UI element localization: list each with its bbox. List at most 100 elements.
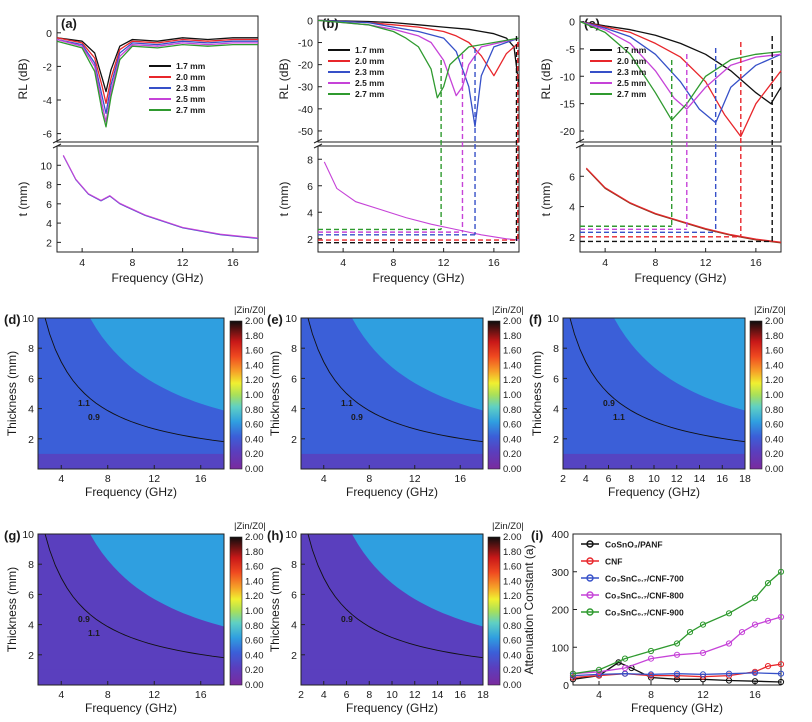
panel-label: (f) xyxy=(529,312,542,327)
colorbar-tick: 0.80 xyxy=(245,621,264,632)
colorbar-tick: 1.80 xyxy=(245,547,264,558)
colorbar xyxy=(229,536,243,686)
legend-label: CoSnO₃/PANF xyxy=(605,540,663,550)
x-tick-label: 12 xyxy=(671,473,683,485)
y-tick-label: -15 xyxy=(560,99,575,111)
colorbar-tick: 1.00 xyxy=(245,606,264,617)
colorbar-tick: 2.00 xyxy=(765,316,784,327)
y-tick-label: 0 xyxy=(46,28,52,40)
colorbar-title: |Zin/Z0| xyxy=(492,305,524,316)
legend-label: 2.0 mm xyxy=(617,56,647,66)
colorbar-title: |Zin/Z0| xyxy=(754,305,786,316)
colorbar-tick: 0.20 xyxy=(245,449,264,460)
y-tick-label: 10 xyxy=(285,529,297,541)
thickness-trace xyxy=(585,167,782,243)
legend-label: 1.7 mm xyxy=(176,61,206,71)
x-tick-label: 12 xyxy=(148,689,160,701)
attenuation-point xyxy=(673,651,681,658)
map-frame xyxy=(300,317,484,470)
contour-band xyxy=(563,318,745,469)
colorbar-tick: 0.00 xyxy=(503,464,522,475)
y-axis-label-lower: t (mm) xyxy=(16,182,30,217)
contour-label: 1.1 xyxy=(613,412,625,422)
y-tick-label: 4 xyxy=(291,404,297,416)
y-tick-label: 100 xyxy=(551,642,569,654)
colorbar-tick: 0.00 xyxy=(245,680,264,691)
x-tick-label: 16 xyxy=(716,473,728,485)
attenuation-point xyxy=(725,672,733,679)
colorbar-tick: 0.40 xyxy=(245,650,264,661)
legend-label: 2.7 mm xyxy=(176,105,206,115)
x-axis-label: Frequency (GHz) xyxy=(111,271,203,285)
y-tick-label: 2 xyxy=(28,434,34,446)
x-tick-label: 8 xyxy=(628,473,634,485)
attenuation-point xyxy=(725,610,733,617)
x-tick-label: 14 xyxy=(432,689,444,701)
y-tick-label: 300 xyxy=(551,567,569,579)
attenuation-point xyxy=(647,655,655,662)
y-tick-label: 2 xyxy=(28,650,34,662)
y-axis-label-lower: t (mm) xyxy=(539,182,553,217)
y-axis-label: Attenuation Constant (a) xyxy=(522,544,536,674)
x-tick-label: 8 xyxy=(652,257,658,269)
y-tick-label: 8 xyxy=(291,343,297,355)
contour-label: 1.1 xyxy=(88,628,100,638)
colorbar-tick: 1.60 xyxy=(503,346,522,357)
y-tick-label: -6 xyxy=(43,129,52,141)
x-tick-label: 12 xyxy=(697,689,709,701)
panel-label: (e) xyxy=(267,312,283,327)
x-tick-label: 4 xyxy=(58,473,64,485)
rl-series-line xyxy=(579,20,782,105)
legend-marker xyxy=(586,540,594,548)
x-tick-label: 10 xyxy=(648,473,660,485)
contour-band xyxy=(301,318,483,469)
y-axis-label: Thickness (mm) xyxy=(268,351,282,436)
y-tick-label: 6 xyxy=(28,373,34,385)
map-frame xyxy=(37,317,225,470)
rl-series-line xyxy=(317,19,520,77)
y-tick-label: -10 xyxy=(560,71,575,83)
x-tick-label: 8 xyxy=(366,473,372,485)
rl-series-line xyxy=(579,20,782,124)
colorbar-tick: 0.40 xyxy=(503,434,522,445)
attenuation-point xyxy=(777,670,785,677)
attenuation-point xyxy=(569,670,577,677)
y-tick-label: 2 xyxy=(553,434,559,446)
panel-label: (h) xyxy=(267,528,284,543)
y-tick-label: 10 xyxy=(22,529,34,541)
attenuation-point xyxy=(569,672,577,679)
x-tick-label: 16 xyxy=(227,257,239,269)
x-tick-label: 2 xyxy=(298,689,304,701)
attenuation-point xyxy=(738,629,746,636)
legend-label: Co₃SnC₀.₇/CNF-700 xyxy=(605,574,684,584)
attenuation-point xyxy=(777,678,785,686)
attenuation-point xyxy=(569,674,577,681)
colorbar-title: |Zin/Z0| xyxy=(234,305,266,316)
y-tick-label: -10 xyxy=(298,38,313,50)
contour-map xyxy=(301,318,483,469)
legend-label: 1.7 mm xyxy=(355,45,385,55)
x-tick-label: 4 xyxy=(321,473,327,485)
colorbar-tick: 2.00 xyxy=(245,532,264,543)
y-tick-label: 4 xyxy=(28,620,34,632)
x-axis-label: Frequency (GHz) xyxy=(85,701,177,715)
y-tick-label: -20 xyxy=(298,60,313,72)
y-tick-label: 8 xyxy=(307,154,313,166)
attenuation-point xyxy=(673,672,681,679)
thickness-trace xyxy=(323,161,520,241)
attenuation-point xyxy=(699,671,707,678)
attenuation-series-line xyxy=(572,571,782,675)
y-tick-label: 8 xyxy=(553,343,559,355)
contour-line xyxy=(44,318,224,443)
colorbar-tick: 2.00 xyxy=(245,316,264,327)
rl-series-line xyxy=(579,20,782,110)
legend-label: 2.5 mm xyxy=(617,78,647,88)
colorbar-tick: 1.80 xyxy=(503,547,522,558)
x-tick-label: 18 xyxy=(477,689,489,701)
colorbar-title: |Zin/Z0| xyxy=(234,521,266,532)
attenuation-point xyxy=(621,670,629,677)
attenuation-point xyxy=(777,568,785,575)
legend-label: 2.7 mm xyxy=(355,89,385,99)
colorbar xyxy=(749,320,763,470)
contour-line xyxy=(44,534,224,659)
